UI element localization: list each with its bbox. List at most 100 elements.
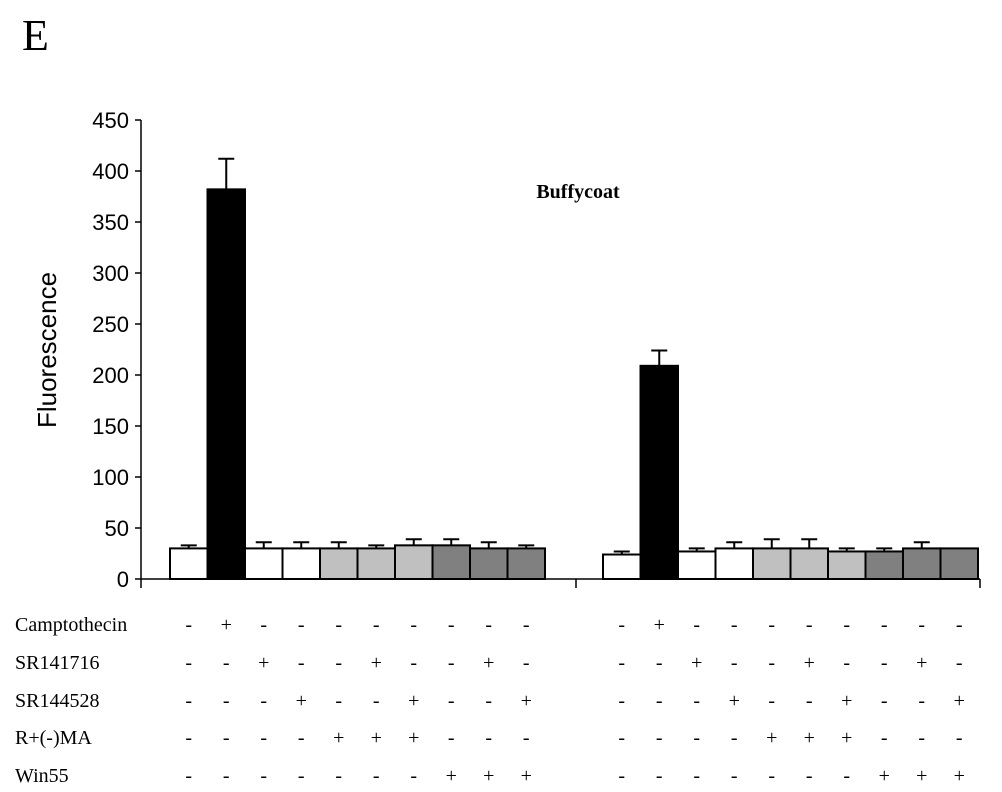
minus-sign: - <box>260 614 267 636</box>
plus-sign: + <box>446 765 457 787</box>
minus-sign: - <box>656 652 663 674</box>
minus-sign: - <box>656 690 663 712</box>
bar-g2-2 <box>639 364 679 580</box>
minus-sign: - <box>335 690 342 712</box>
minus-sign: - <box>373 614 380 636</box>
minus-sign: - <box>485 614 492 636</box>
panel-letter: E <box>22 11 49 60</box>
minus-sign: - <box>768 614 775 636</box>
minus-sign: - <box>618 765 625 787</box>
minus-sign: - <box>768 690 775 712</box>
plus-sign: + <box>258 652 269 674</box>
minus-sign: - <box>373 690 380 712</box>
plus-sign: + <box>804 727 815 749</box>
bar-g1-8 <box>431 544 471 581</box>
bar-g1-10 <box>506 547 546 581</box>
y-tick-label: 50 <box>105 516 129 541</box>
minus-sign: - <box>918 614 925 636</box>
y-tick-labels: 0 50 100 150 200 250 300 350 400 450 <box>92 108 141 592</box>
plus-sign: + <box>296 690 307 712</box>
minus-sign: - <box>881 727 888 749</box>
minus-sign: - <box>373 765 380 787</box>
minus-sign: - <box>693 765 700 787</box>
minus-sign: - <box>618 652 625 674</box>
minus-sign: - <box>843 765 850 787</box>
bar-g2-8 <box>864 550 904 581</box>
plus-sign: + <box>333 727 344 749</box>
minus-sign: - <box>223 765 230 787</box>
plus-sign: + <box>408 727 419 749</box>
plus-sign: + <box>221 614 232 636</box>
treatment-label: R+(-)MA <box>15 727 92 749</box>
minus-sign: - <box>298 765 305 787</box>
plus-sign: + <box>766 727 777 749</box>
y-tick-label: 200 <box>92 363 129 388</box>
bar-g1-9 <box>469 547 509 581</box>
minus-sign: - <box>223 727 230 749</box>
minus-sign: - <box>656 727 663 749</box>
minus-sign: - <box>523 614 530 636</box>
minus-sign: - <box>656 765 663 787</box>
minus-sign: - <box>185 614 192 636</box>
bar-g2-3 <box>677 550 717 581</box>
plus-sign: + <box>841 690 852 712</box>
plus-sign: + <box>371 727 382 749</box>
minus-sign: - <box>185 652 192 674</box>
plus-sign: + <box>954 765 965 787</box>
bar-g2-9 <box>902 547 942 581</box>
minus-sign: - <box>410 765 417 787</box>
plus-sign: + <box>691 652 702 674</box>
minus-sign: - <box>618 614 625 636</box>
minus-sign: - <box>523 652 530 674</box>
minus-sign: - <box>806 614 813 636</box>
bar-g1-4 <box>281 547 321 581</box>
minus-sign: - <box>485 690 492 712</box>
minus-sign: - <box>223 652 230 674</box>
minus-sign: - <box>918 727 925 749</box>
minus-sign: - <box>768 652 775 674</box>
minus-sign: - <box>448 727 455 749</box>
minus-sign: - <box>918 690 925 712</box>
minus-sign: - <box>693 727 700 749</box>
y-tick-label: 400 <box>92 159 129 184</box>
minus-sign: - <box>731 765 738 787</box>
treatment-label: SR141716 <box>15 652 99 674</box>
minus-sign: - <box>881 690 888 712</box>
minus-sign: - <box>335 652 342 674</box>
bar-g2-7 <box>827 550 867 581</box>
minus-sign: - <box>843 614 850 636</box>
bar-g1-7 <box>394 544 434 581</box>
bar-g1-5 <box>319 547 359 581</box>
minus-sign: - <box>335 614 342 636</box>
minus-sign: - <box>260 765 267 787</box>
bar-g1-3 <box>244 547 284 581</box>
minus-sign: - <box>260 727 267 749</box>
minus-sign: - <box>956 614 963 636</box>
minus-sign: - <box>806 765 813 787</box>
minus-sign: - <box>693 690 700 712</box>
minus-sign: - <box>843 652 850 674</box>
chart-title: Buffycoat <box>536 181 620 203</box>
bar-g2-5 <box>752 547 792 581</box>
minus-sign: - <box>731 652 738 674</box>
treatment-label: SR144528 <box>15 690 99 712</box>
bar-chart: Buffycoat Fluorescence 0 50 100 150 200 250 30… <box>32 108 981 592</box>
treatment-label: Win55 <box>15 765 69 787</box>
minus-sign: - <box>881 614 888 636</box>
axes-layer <box>140 120 981 588</box>
minus-sign: - <box>731 727 738 749</box>
minus-sign: - <box>693 614 700 636</box>
y-axis-title: Fluorescence <box>32 272 62 428</box>
minus-sign: - <box>956 727 963 749</box>
plus-sign: + <box>729 690 740 712</box>
plus-sign: + <box>954 690 965 712</box>
plus-sign: + <box>371 652 382 674</box>
y-tick-label: 350 <box>92 210 129 235</box>
plus-sign: + <box>483 652 494 674</box>
plus-sign: + <box>654 614 665 636</box>
minus-sign: - <box>410 614 417 636</box>
plus-sign: + <box>483 765 494 787</box>
treatment-table: Camptothecin - + - - - - - - - - - + - - - - - - - - SR141716… <box>15 614 965 787</box>
bar-g2-10 <box>939 547 979 581</box>
